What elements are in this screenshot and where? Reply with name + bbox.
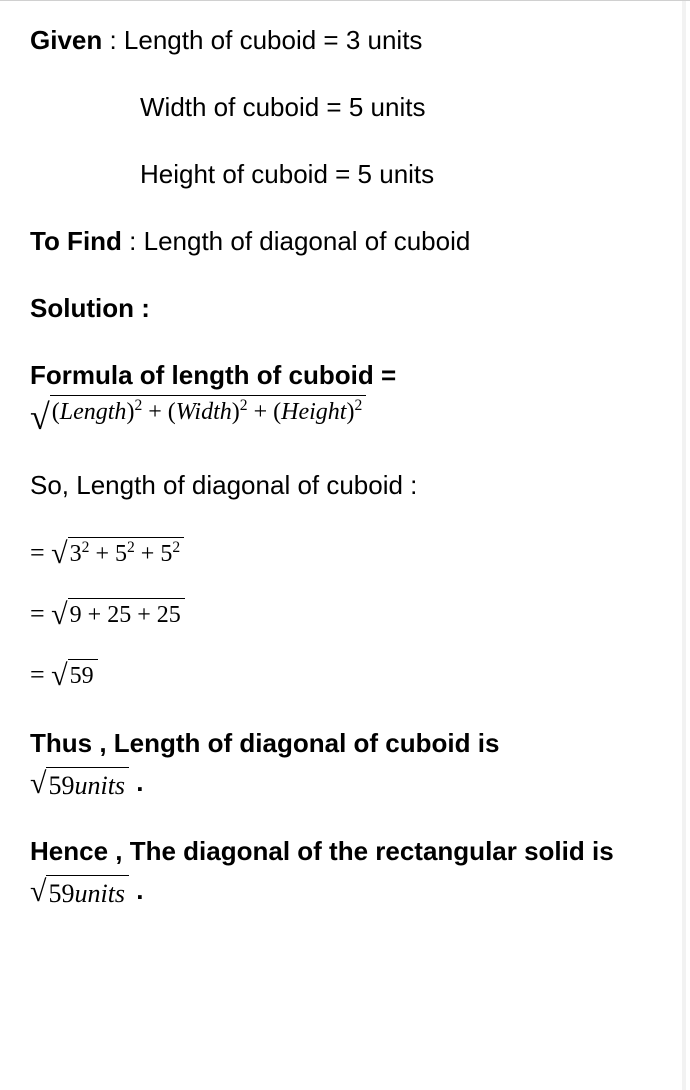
sqrt-icon: √ xyxy=(51,539,67,569)
step3-radicand: 59 xyxy=(68,659,98,691)
vertical-scrollbar[interactable] xyxy=(678,1,686,1090)
solution-label-text: Solution : xyxy=(30,293,150,323)
s2c: 25 xyxy=(157,602,181,628)
s2b: 25 xyxy=(107,602,131,628)
hence-sqrt: √ 59units xyxy=(30,875,129,909)
hence-radicand: 59units xyxy=(46,875,129,909)
step2-radicand: 9 + 25 + 25 xyxy=(68,598,185,630)
hence-pre: Hence , The diagonal of the rectangular … xyxy=(30,836,614,866)
thus-radicand: 59units xyxy=(46,767,129,801)
thus-val: 59 xyxy=(48,771,74,800)
given-sep: : xyxy=(102,25,124,55)
step1-radicand: 32 + 52 + 52 xyxy=(68,537,184,569)
formula-title: Formula of length of cuboid = xyxy=(30,360,396,390)
thus-pre: Thus , Length of diagonal of cuboid is xyxy=(30,728,499,758)
sqrt-icon: √ xyxy=(30,399,50,435)
given-length-val: 3 units xyxy=(346,25,423,55)
step-3: = √ 59 xyxy=(30,655,660,694)
given-line-3: Height of cuboid = 5 units xyxy=(30,155,660,194)
step2-sqrt: √ 9 + 25 + 25 xyxy=(51,598,185,630)
s1a: 3 xyxy=(70,541,82,567)
sqrt-icon: √ xyxy=(51,600,67,630)
sqrt-icon: √ xyxy=(30,769,46,799)
s2a: 9 xyxy=(70,602,82,628)
hence-val: 59 xyxy=(48,879,74,908)
tofind-text: Length of diagonal of cuboid xyxy=(144,226,471,256)
thus-unit: units xyxy=(74,771,125,800)
sqrt-icon: √ xyxy=(30,877,46,907)
given-length-pre: Length of cuboid = xyxy=(124,25,346,55)
sqrt-icon: √ xyxy=(51,661,67,691)
so-line: So, Length of diagonal of cuboid : xyxy=(30,466,660,505)
tofind-line: To Find : Length of diagonal of cuboid xyxy=(30,222,660,261)
step3-sqrt: √ 59 xyxy=(51,659,97,691)
hence-unit: units xyxy=(74,879,125,908)
given-width-val: 5 units xyxy=(349,92,426,122)
tofind-sep: : xyxy=(122,226,144,256)
s1c: 5 xyxy=(160,541,172,567)
given-width-pre: Width of cuboid = xyxy=(140,92,349,122)
step-2: = √ 9 + 25 + 25 xyxy=(30,594,660,633)
step1-sqrt: √ 32 + 52 + 52 xyxy=(51,537,184,569)
given-height-pre: Height of cuboid = xyxy=(140,159,358,189)
given-label: Given xyxy=(30,25,102,55)
formula-sqrt: √ (Length)2 + (Width)2 + (Height)2 xyxy=(30,395,366,431)
given-height-val: 5 units xyxy=(358,159,435,189)
scrollbar-track xyxy=(682,1,686,1090)
given-line-1: Given : Length of cuboid = 3 units xyxy=(30,21,660,60)
formula-block: Formula of length of cuboid = √ (Length)… xyxy=(30,356,660,436)
hence-line: Hence , The diagonal of the rectangular … xyxy=(30,832,660,910)
document-content: Given : Length of cuboid = 3 units Width… xyxy=(0,1,690,930)
formula-radicand: (Length)2 + (Width)2 + (Height)2 xyxy=(50,395,366,427)
step-1: = √ 32 + 52 + 52 xyxy=(30,533,660,572)
thus-line: Thus , Length of diagonal of cuboid is √… xyxy=(30,724,660,802)
thus-sqrt: √ 59units xyxy=(30,767,129,801)
solution-label: Solution : xyxy=(30,289,660,328)
tofind-label: To Find xyxy=(30,226,122,256)
thus-dot: . xyxy=(129,767,143,797)
formula-term1: Length xyxy=(60,399,127,425)
hence-dot: . xyxy=(129,875,143,905)
given-line-2: Width of cuboid = 5 units xyxy=(30,88,660,127)
formula-term3: Height xyxy=(281,399,346,425)
s1b: 5 xyxy=(115,541,127,567)
formula-term2: Width xyxy=(176,399,232,425)
